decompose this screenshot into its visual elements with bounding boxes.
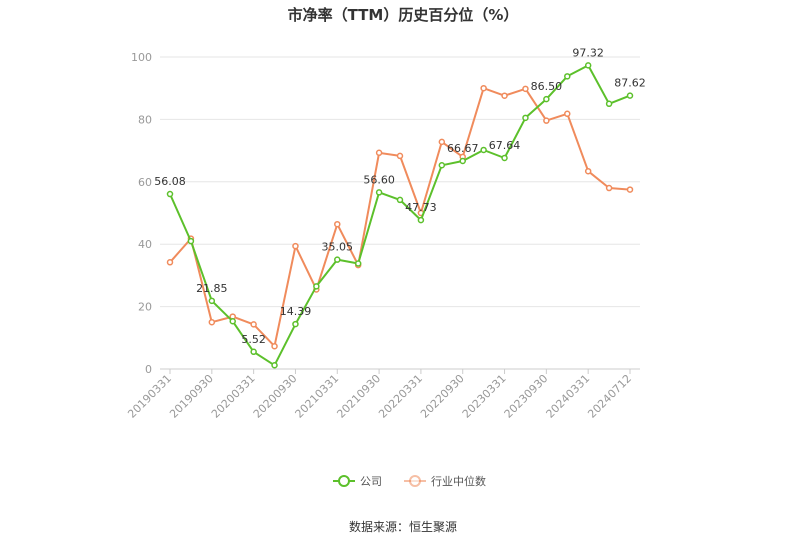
y-tick-label: 20 <box>138 301 152 314</box>
data-point <box>292 242 299 250</box>
y-tick-label: 100 <box>131 51 152 64</box>
data-point <box>564 73 571 80</box>
x-tick-label: 20190930 <box>167 372 216 421</box>
data-point <box>271 362 278 369</box>
data-point <box>459 157 466 165</box>
data-point <box>626 186 634 193</box>
data-point <box>480 146 487 154</box>
chart-title: 市净率（TTM）历史百分位（%） <box>288 6 519 24</box>
data-point <box>543 95 550 103</box>
data-point <box>354 260 362 267</box>
data-point <box>208 318 216 326</box>
data-label: 86.50 <box>531 80 563 93</box>
y-axis: 0 20 40 60 80 100 <box>131 51 152 376</box>
data-point <box>334 256 341 263</box>
series-layer <box>166 62 634 369</box>
data-label: 47.73 <box>405 201 437 214</box>
data-point <box>626 92 634 99</box>
data-label: 66.67 <box>447 142 479 155</box>
data-point <box>250 348 257 356</box>
data-point <box>605 184 613 192</box>
grid-lines <box>160 56 640 308</box>
x-tick-label: 20220331 <box>376 372 425 421</box>
x-tick-label: 20240331 <box>544 372 593 421</box>
data-point <box>396 196 404 204</box>
data-point <box>166 190 174 198</box>
data-point <box>584 62 592 69</box>
y-tick-label: 0 <box>145 363 152 376</box>
data-label: 14.39 <box>280 305 312 318</box>
data-label: 97.32 <box>572 46 604 59</box>
legend-label: 行业中位数 <box>431 474 486 488</box>
data-point <box>543 117 550 124</box>
data-point <box>501 154 508 162</box>
data-point <box>334 220 341 228</box>
series-line <box>169 87 631 348</box>
data-point <box>522 114 529 122</box>
y-tick-label: 80 <box>138 113 152 126</box>
x-tick-label: 20230331 <box>460 372 509 421</box>
data-point <box>584 167 592 175</box>
data-point <box>271 342 278 350</box>
data-point <box>480 84 487 92</box>
x-axis: 2019033120190930202003312020093020210331… <box>125 368 640 421</box>
data-point <box>375 189 383 196</box>
source-text: 数据来源：恒生聚源 <box>349 519 457 534</box>
y-tick-label: 40 <box>138 238 152 251</box>
data-label: 35.05 <box>322 241 354 254</box>
x-tick-label: 20210930 <box>334 372 383 421</box>
data-label: 5.52 <box>241 333 266 346</box>
data-label: 56.08 <box>154 175 186 188</box>
data-point <box>522 85 529 93</box>
data-label: 87.62 <box>614 77 646 90</box>
data-point <box>187 237 195 245</box>
data-label: 56.60 <box>363 173 395 186</box>
x-tick-label: 20240712 <box>585 372 634 421</box>
data-point <box>396 152 404 160</box>
data-point <box>501 92 508 99</box>
x-tick-label: 20230930 <box>502 372 551 421</box>
x-tick-label: 20200331 <box>209 372 258 421</box>
data-point <box>375 149 383 157</box>
data-point <box>250 321 257 328</box>
x-tick-label: 20210331 <box>293 372 342 421</box>
data-point <box>229 318 236 325</box>
legend-swatch-marker <box>338 475 350 487</box>
data-labels: 56.08 21.85 5.52 14.39 35.05 56.60 47.73 66.67 6… <box>154 46 646 345</box>
data-point <box>166 259 174 266</box>
x-tick-label: 20200930 <box>251 372 300 421</box>
y-tick-label: 60 <box>138 176 152 189</box>
data-point <box>292 320 299 328</box>
data-point <box>438 162 446 169</box>
legend-swatch-marker <box>409 475 421 487</box>
series-line <box>169 64 631 367</box>
data-point <box>564 110 571 118</box>
data-label: 21.85 <box>196 282 228 295</box>
legend-label: 公司 <box>360 475 382 488</box>
x-tick-label: 20220930 <box>418 372 467 421</box>
data-label: 67.64 <box>489 139 521 152</box>
x-tick-label: 20190331 <box>125 372 174 421</box>
data-point <box>605 100 613 108</box>
legend: 公司 行业中位数 <box>333 474 486 488</box>
data-point <box>417 216 425 224</box>
data-point <box>438 138 446 146</box>
data-point <box>208 297 216 305</box>
data-point <box>313 283 320 290</box>
